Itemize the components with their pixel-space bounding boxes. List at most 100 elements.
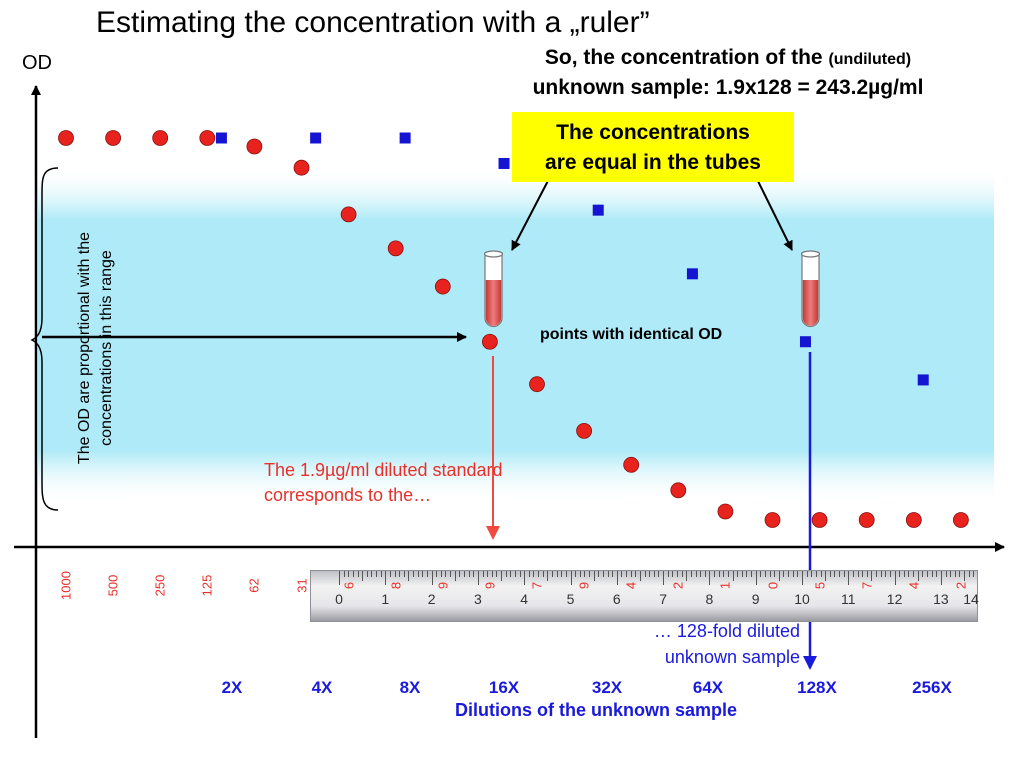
ruler-number: 10	[794, 591, 810, 607]
ruler-tick	[348, 571, 350, 577]
ruler-tick	[954, 571, 956, 577]
ruler-tick	[843, 571, 845, 577]
range-brace	[30, 167, 59, 511]
ruler-tick	[899, 571, 901, 577]
ruler-tick	[431, 571, 433, 585]
ruler-tick	[737, 571, 739, 577]
ruler-tick	[626, 571, 628, 577]
ruler-tick	[876, 571, 878, 577]
ruler-tick	[505, 571, 507, 577]
ruler-tick	[575, 571, 577, 577]
standard-point-11	[529, 376, 545, 393]
ruler-tick	[862, 571, 864, 577]
standard-point-8	[387, 240, 404, 257]
ruler-tick	[672, 571, 674, 577]
ruler-tick	[825, 571, 827, 581]
ruler-number: 12	[886, 591, 903, 607]
unknown-note-line-2: unknown sample	[664, 647, 800, 667]
ruler-tick	[403, 571, 405, 577]
ruler-tick	[834, 571, 836, 577]
standard-point-2	[105, 130, 121, 146]
standard-tick-label: 8	[388, 581, 404, 590]
dilution-label: 64X	[692, 678, 724, 697]
ruler-tick	[593, 571, 595, 581]
ruler-tick	[644, 571, 646, 577]
standard-tick-label: 4	[906, 581, 922, 590]
ruler-tick	[880, 571, 882, 577]
ruler-tick	[464, 571, 465, 577]
dilution-label: 128X	[797, 678, 837, 697]
ruler-number: 8	[705, 591, 714, 607]
ruler-tick	[959, 571, 961, 577]
standard-tick-label: 9	[576, 581, 592, 590]
ruler-tick	[399, 571, 401, 577]
ruler-tick	[848, 571, 850, 585]
result-line-2: unknown sample: 1.9x128 = 243.2µg/ml	[532, 76, 924, 99]
ruler-tick	[422, 571, 424, 577]
ruler-tick	[389, 571, 391, 577]
standard-tick-label: 125	[199, 574, 215, 597]
ruler-tick	[746, 571, 748, 577]
result-line-1: So, the concentration of the (undiluted)	[478, 46, 978, 70]
standard-point-15	[717, 503, 734, 520]
ruler-number: 11	[841, 591, 856, 607]
ruler-tick	[565, 571, 567, 577]
ruler-tick	[649, 571, 651, 577]
ruler-tick	[440, 571, 442, 577]
ruler-tick	[556, 571, 558, 577]
ruler-tick	[931, 571, 933, 577]
ruler-tick	[764, 571, 766, 577]
ruler-tick	[343, 571, 345, 577]
ruler: 0 1 2 3 4 5 6 7 8 9 10 11 12 13 14	[310, 570, 979, 622]
ruler-tick	[663, 571, 665, 585]
ruler-tick	[751, 571, 753, 577]
ruler-tick	[607, 571, 609, 577]
standard-point-3	[152, 130, 169, 146]
ruler-tick	[376, 571, 378, 577]
ruler-tick	[357, 571, 359, 577]
ruler-tick	[871, 571, 873, 581]
ruler-tick	[778, 571, 780, 581]
ruler-tick	[417, 571, 419, 577]
ruler-tick	[852, 571, 854, 577]
ruler-tick	[385, 571, 387, 585]
ruler-tick	[514, 571, 516, 577]
dilutions-title: Dilutions of the unknown sample	[454, 700, 738, 720]
standard-point-20	[953, 512, 969, 528]
ruler-number: 5	[566, 591, 575, 607]
dilution-label: 2X	[221, 678, 243, 697]
box-arrow-left	[511, 174, 552, 251]
ruler-tick	[436, 571, 438, 577]
standard-point-10	[481, 333, 498, 350]
standard-point-5	[246, 138, 263, 155]
standard-point-1	[58, 130, 74, 146]
ruler-tick	[727, 571, 729, 577]
ruler-tick	[658, 571, 660, 577]
standard-tick-label: 0	[765, 581, 780, 590]
ruler-tick	[621, 571, 623, 577]
ruler-tick	[533, 571, 535, 577]
ruler-tick	[714, 571, 716, 577]
ruler-tick	[894, 571, 896, 585]
standard-tick-label: 1000	[58, 571, 74, 600]
ruler-tick	[940, 571, 942, 585]
ruler-tick	[755, 571, 757, 585]
ruler-tick	[551, 571, 553, 577]
ruler-tick	[792, 571, 794, 577]
ruler-tick	[616, 571, 618, 585]
ruler-tick	[602, 571, 604, 577]
standard-tick-label: 62	[246, 578, 262, 593]
unknown-point-6	[686, 268, 698, 280]
standard-point-17	[811, 512, 828, 528]
ruler-tick	[686, 571, 688, 581]
ruler-tick	[885, 571, 887, 577]
ruler-tick	[528, 571, 530, 577]
ruler-number: 3	[473, 591, 482, 607]
ruler-tick	[927, 571, 928, 577]
ruler-tick	[454, 571, 456, 581]
linear-range-band	[38, 170, 994, 500]
ruler-tick	[450, 571, 452, 577]
dilution-label: 32X	[591, 678, 623, 697]
unknown-point-2	[310, 132, 322, 144]
dilution-label: 4X	[311, 678, 333, 697]
